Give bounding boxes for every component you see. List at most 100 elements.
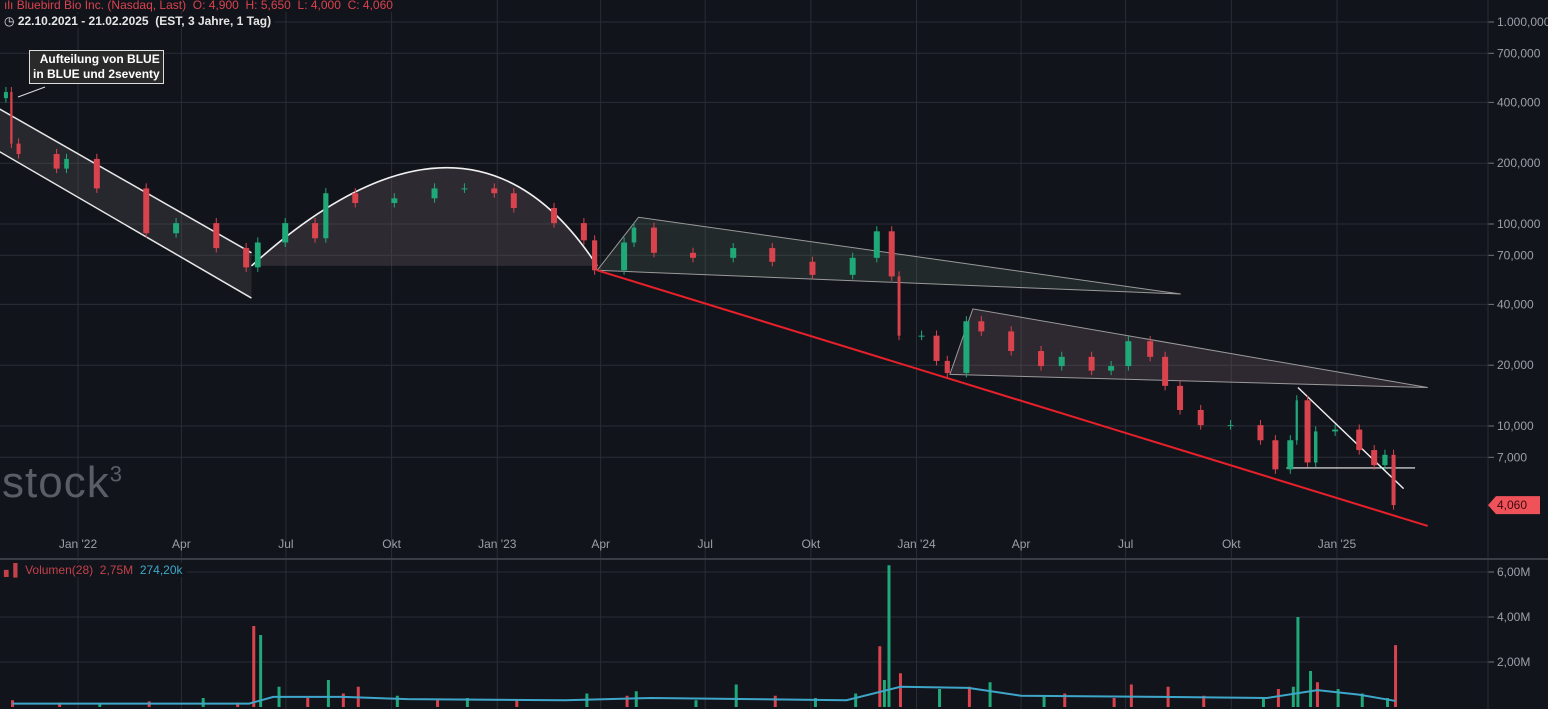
candle-body (143, 188, 150, 234)
volume-bar (967, 686, 971, 707)
candle-body (1197, 410, 1204, 426)
volume-bar (1261, 698, 1265, 707)
candle-body (1295, 400, 1298, 441)
candle-body (650, 227, 657, 253)
volume-bar (625, 695, 629, 707)
candle-body (769, 248, 776, 262)
open-value: O: 4,900 (192, 0, 239, 12)
arc-fill (251, 167, 598, 266)
volume-bar (988, 682, 992, 707)
volume-ma-value: 274,20k (139, 563, 183, 577)
candle-body (1382, 454, 1388, 466)
volume-bar (1386, 698, 1390, 707)
candle-body (213, 223, 220, 249)
volume-bar (882, 680, 886, 707)
candle-body (1287, 440, 1294, 470)
volume-bar (1112, 698, 1116, 707)
volume-bar (1276, 689, 1280, 707)
volume-bar (436, 700, 440, 707)
candle-body (944, 360, 950, 373)
candle-body (690, 252, 697, 258)
volume-tick-label: 6,00M (1497, 565, 1530, 579)
volume-bar (854, 693, 858, 707)
close-value: C: 4,060 (347, 0, 393, 12)
volume-bar (1336, 689, 1340, 707)
candle-body (64, 158, 69, 169)
y-tick-label: 20,000 (1497, 358, 1534, 372)
candle-body (631, 227, 637, 243)
volume-bar (1042, 695, 1046, 707)
volume-label: Volumen(28) (25, 563, 94, 577)
resistance-line (1297, 387, 1405, 490)
volume-bar (1394, 645, 1398, 707)
y-tick-label: 10,000 (1497, 419, 1534, 433)
candle-body (918, 335, 925, 337)
candle-body (1272, 440, 1279, 470)
candle-body (1008, 331, 1015, 352)
volume-bar (236, 702, 240, 707)
split-annotation[interactable]: Aufteilung von BLUE in BLUE und 2seventy (29, 50, 164, 84)
volume-bar (1291, 686, 1295, 707)
volume-tick-label: 4,00M (1497, 610, 1530, 624)
candle-body (1088, 356, 1095, 371)
volume-bar (515, 700, 519, 707)
last-price-label: 4,060 (1497, 498, 1527, 512)
volume-bar (201, 698, 205, 707)
x-tick-label: Okt (1222, 537, 1241, 551)
candle-body (3, 92, 8, 99)
volume-bar (252, 626, 256, 707)
y-tick-label: 400,000 (1497, 95, 1541, 109)
x-tick-label: Jul (278, 537, 293, 551)
channel-lower-line (0, 151, 252, 299)
y-tick-label: 70,000 (1497, 248, 1534, 262)
candle-body (491, 188, 498, 194)
low-value: L: 4,000 (297, 0, 341, 12)
candle-body (1038, 351, 1045, 367)
instrument-name: Bluebird Bio Inc. (Nasdaq, Last) (16, 0, 187, 12)
annotation-line-2: in BLUE und 2seventy (33, 67, 160, 81)
date-range: 22.10.2021 - 21.02.2025 (17, 14, 149, 28)
volume-moving-average-line (12, 685, 1396, 705)
candle-body (1147, 341, 1154, 357)
last-price-tag (1488, 496, 1540, 515)
bar-chart-icon: ▖▌ (4, 563, 22, 577)
candle-body (897, 276, 901, 336)
candle-body (254, 242, 261, 268)
volume-bar (1296, 617, 1300, 707)
candle-body (873, 231, 880, 258)
date-range-row: ◷ 22.10.2021 - 21.02.2025 (EST, 3 Jahre,… (0, 14, 276, 28)
candle-body (1125, 341, 1132, 367)
candlestick-icon: ılı (4, 0, 14, 12)
support-trendline (596, 269, 1429, 527)
candle-body (580, 223, 587, 241)
candle-body (1391, 454, 1396, 506)
candle-body (1356, 429, 1363, 451)
candle-body (16, 143, 21, 155)
candle-body (963, 321, 970, 373)
volume-bar (694, 700, 698, 707)
volume-bar (341, 693, 345, 707)
volume-bar (465, 698, 469, 707)
y-tick-label: 700,000 (1497, 46, 1541, 60)
candle-body (1304, 400, 1311, 463)
x-tick-label: Jan '23 (478, 537, 517, 551)
candle-body (243, 248, 250, 268)
rounding-top-arc (250, 166, 598, 267)
x-tick-label: Jul (1118, 537, 1133, 551)
candle-body (888, 231, 895, 277)
x-tick-label: Jul (698, 537, 713, 551)
candle-body (551, 208, 558, 224)
x-tick-label: Apr (591, 537, 610, 551)
candle-body (730, 248, 737, 258)
volume-bar (1202, 695, 1206, 707)
candle-body (391, 198, 398, 204)
volume-value: 2,75M (99, 563, 134, 577)
channel-upper-line (0, 108, 252, 254)
candle-body (323, 193, 329, 239)
x-tick-label: Jan '22 (59, 537, 98, 551)
candle-body (592, 240, 598, 271)
candle-body (431, 188, 438, 199)
volume-bar (938, 689, 942, 707)
candle-body (510, 193, 517, 209)
